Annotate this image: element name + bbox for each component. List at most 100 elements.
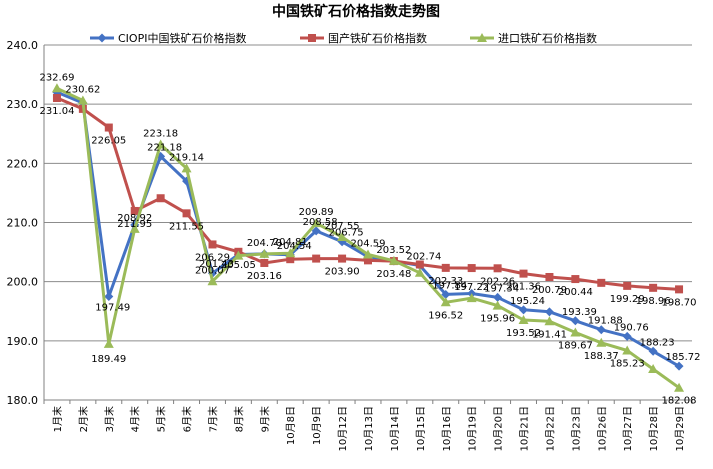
x-tick-label: 10月15日: [415, 406, 427, 451]
data-point: [97, 33, 107, 43]
data-point: [415, 260, 424, 269]
series-2: [51, 83, 685, 392]
data-label: 211.55: [169, 221, 204, 232]
data-point: [674, 382, 685, 392]
data-label: 197.22: [454, 282, 489, 293]
data-label: 189.49: [91, 354, 126, 365]
y-tick-label: 230.0: [7, 98, 39, 111]
data-label: 189.67: [558, 340, 593, 351]
data-label: 209.89: [299, 207, 334, 218]
legend-label: 国产铁矿石价格指数: [328, 31, 427, 45]
data-label: 223.18: [143, 129, 178, 140]
data-point: [308, 34, 316, 42]
y-tick-label: 200.0: [7, 276, 39, 289]
data-point: [104, 292, 114, 302]
data-point: [77, 95, 88, 105]
legend-label: CIOPI中国铁矿石价格指数: [118, 31, 246, 45]
data-label: 230.62: [65, 84, 100, 95]
series-1: [52, 94, 684, 294]
data-label: 191.41: [532, 329, 567, 340]
data-point: [493, 292, 503, 302]
data-point: [519, 305, 529, 315]
data-point: [493, 264, 502, 273]
data-point: [466, 293, 477, 303]
data-point: [518, 315, 529, 325]
data-point: [338, 254, 347, 263]
data-label: 204.59: [351, 239, 386, 250]
data-label: 204.70: [247, 238, 282, 249]
data-point: [674, 361, 684, 371]
data-point: [311, 226, 321, 236]
data-label: 203.16: [247, 271, 282, 282]
data-point: [182, 209, 191, 218]
x-tick-label: 2月末: [77, 406, 90, 432]
data-label: 203.90: [325, 267, 360, 278]
data-point: [649, 283, 658, 292]
x-tick-label: 9月末: [258, 406, 271, 432]
data-label: 195.24: [510, 296, 545, 307]
data-label: 199.29: [610, 294, 645, 305]
data-point: [492, 300, 503, 310]
data-point: [155, 139, 166, 149]
data-label: 193.39: [562, 307, 597, 318]
legend-item: CIOPI中国铁矿石价格指数: [90, 31, 246, 45]
x-tick-label: 10月26日: [596, 406, 608, 451]
data-point: [337, 231, 348, 241]
chart-title: 中国铁矿石价格指数走势图: [272, 3, 440, 20]
x-tick-label: 8月末: [232, 406, 245, 432]
data-label: 203.52: [376, 245, 411, 256]
legend-item: 进口铁矿石价格指数: [470, 31, 597, 45]
x-tick-label: 3月末: [103, 406, 116, 432]
data-label: 204.81: [273, 237, 308, 248]
x-tick-label: 7月末: [206, 406, 219, 432]
data-label: 219.14: [169, 152, 204, 163]
x-tick-label: 5月末: [155, 406, 168, 432]
data-label: 196.52: [428, 310, 463, 321]
data-label: 200.44: [558, 287, 593, 298]
data-point: [545, 272, 554, 281]
data-point: [181, 163, 192, 173]
data-point: [440, 297, 451, 307]
data-label: 203.48: [376, 269, 411, 280]
data-point: [388, 255, 399, 265]
data-point: [648, 364, 659, 374]
data-label: 197.34: [484, 283, 519, 294]
x-tick-label: 1月末: [51, 406, 64, 432]
x-tick-label: 10月9日: [311, 406, 323, 445]
data-label: 200.79: [532, 285, 567, 296]
data-label: 188.37: [584, 351, 619, 362]
data-point: [364, 256, 372, 265]
x-tick-label: 10月14日: [389, 406, 401, 451]
data-point: [623, 281, 632, 290]
data-label: 202.26: [480, 276, 515, 287]
x-tick-label: 10月8日: [285, 406, 297, 445]
data-point: [648, 346, 658, 356]
data-label: 198.96: [636, 296, 671, 307]
data-label: 221.18: [147, 142, 182, 153]
data-point: [311, 218, 322, 228]
data-point: [467, 264, 476, 273]
data-point: [596, 325, 606, 335]
data-point: [570, 327, 581, 337]
data-point: [544, 316, 555, 326]
data-label: 202.74: [406, 251, 441, 262]
data-point: [597, 278, 606, 287]
legend-label: 进口铁矿石价格指数: [498, 31, 597, 45]
data-label: 202.33: [428, 276, 463, 287]
data-label: 208.58: [303, 217, 338, 228]
data-point: [52, 94, 61, 103]
data-label: 201.36: [506, 282, 541, 293]
y-tick-label: 190.0: [7, 335, 39, 348]
x-tick-label: 10月21日: [519, 406, 531, 451]
data-label: 206.29: [195, 252, 230, 263]
data-point: [414, 267, 425, 277]
data-label: 200.07: [195, 265, 230, 276]
data-point: [130, 206, 139, 215]
data-label: 185.23: [610, 358, 645, 369]
data-point: [675, 285, 684, 294]
data-label: 206.75: [329, 228, 364, 239]
data-point: [208, 240, 217, 249]
data-label: 198.70: [662, 297, 697, 308]
